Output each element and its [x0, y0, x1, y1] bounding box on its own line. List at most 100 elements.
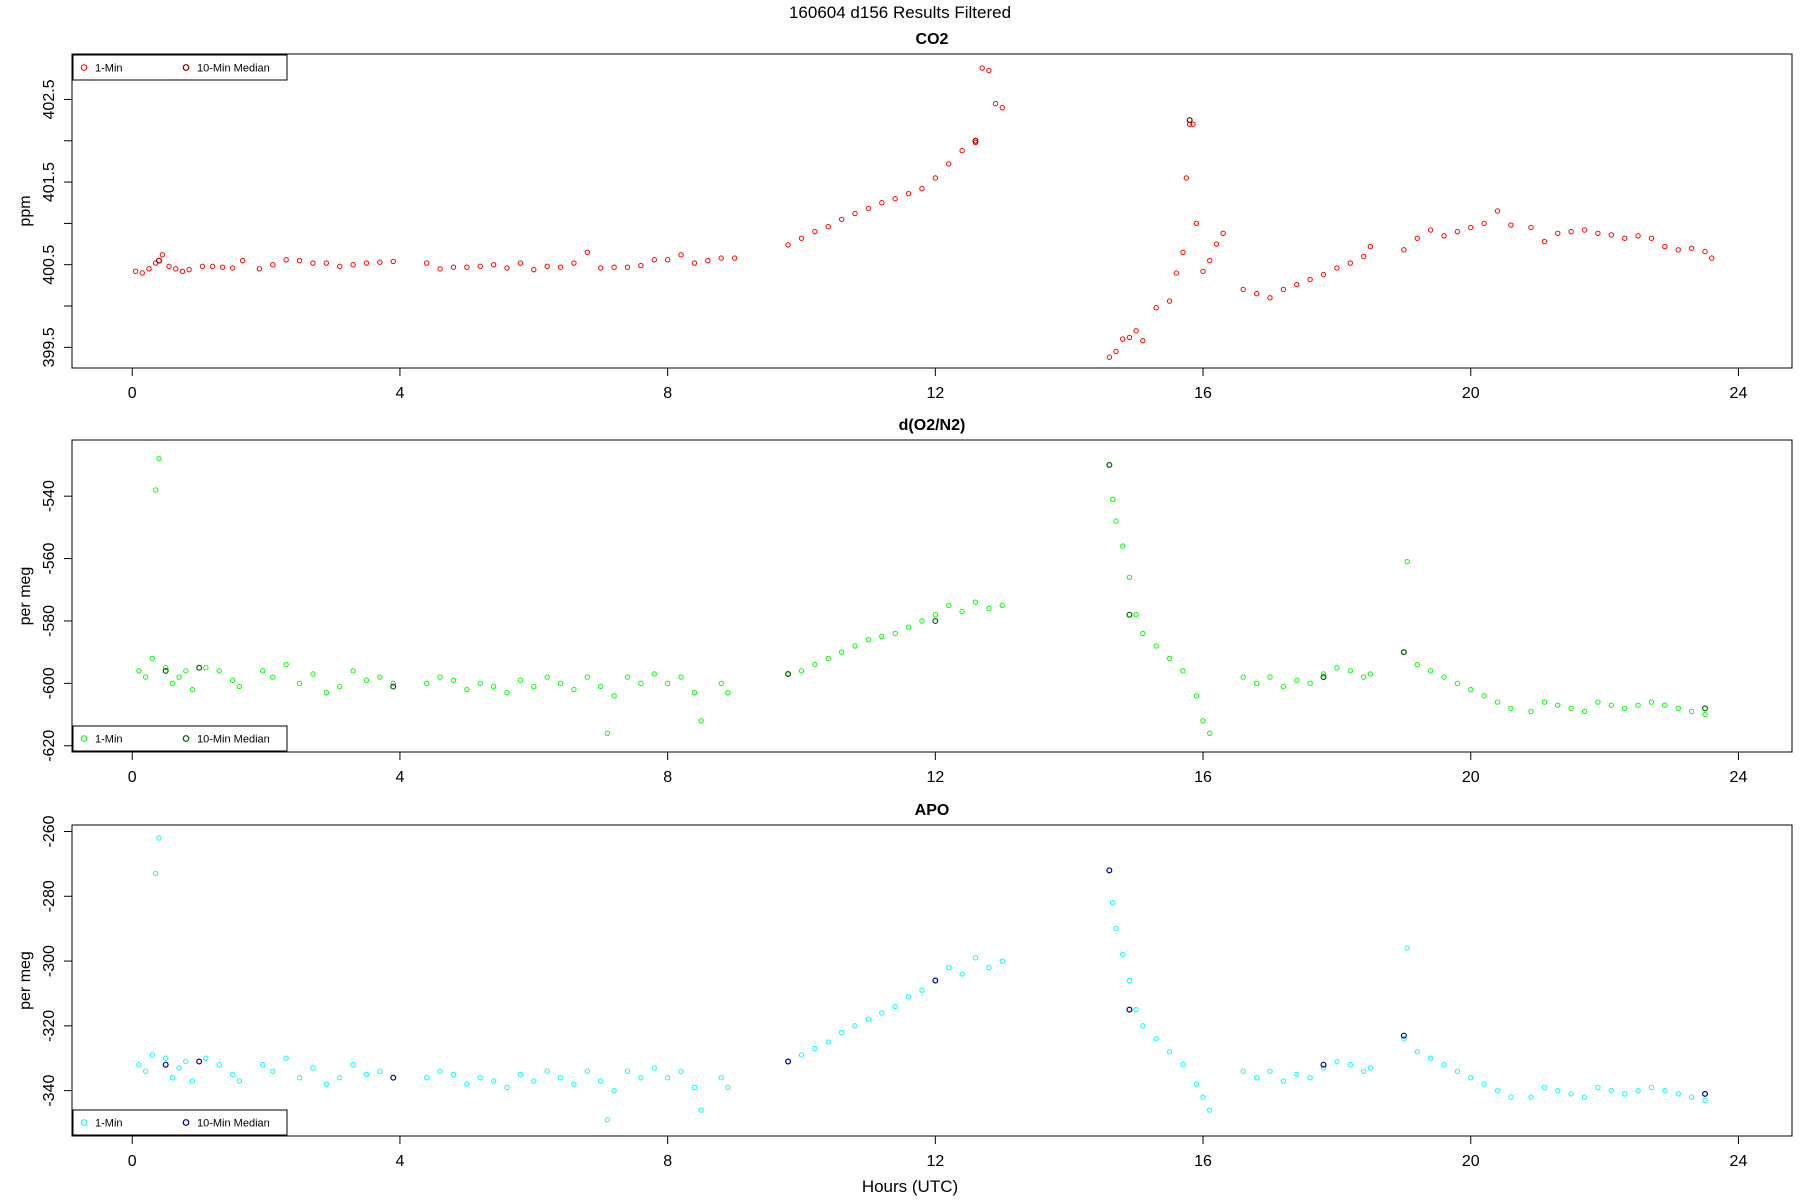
do2n2-x-tick-label: 0 [128, 769, 137, 786]
apo-one-min-point [959, 971, 965, 977]
co2-one-min-point [256, 266, 263, 272]
do2n2-median-point [1106, 461, 1113, 468]
apo-median-point [196, 1058, 203, 1065]
apo-one-min-point [1608, 1087, 1614, 1094]
co2-one-min-point [1468, 224, 1474, 231]
co2-one-min-point [852, 210, 858, 217]
do2n2-one-min-point [946, 602, 952, 609]
apo-legend-one-min-label: 1-Min [95, 1118, 123, 1130]
do2n2-one-min-point [932, 612, 939, 618]
apo-one-min-point [892, 1003, 898, 1010]
do2n2-one-min-point [798, 668, 805, 674]
do2n2-one-min-point [1441, 674, 1447, 680]
apo-one-min-point [638, 1074, 644, 1081]
apo-one-min-point [1334, 1058, 1340, 1065]
apo-one-min-point [1110, 900, 1116, 906]
do2n2-median-points [162, 461, 1708, 712]
apo-one-min-point [1401, 1036, 1407, 1042]
do2n2-title: d(O2/N2) [899, 417, 966, 434]
do2n2-one-min-point [1675, 705, 1681, 712]
apo-one-min-point [1294, 1071, 1300, 1078]
do2n2-legend-box [72, 725, 288, 752]
do2n2-x-tick-label: 4 [395, 769, 404, 786]
do2n2-one-min-point [1320, 671, 1327, 677]
apo-legend: 1-Min 10-Min Median [72, 1109, 288, 1136]
co2-one-min-point [1454, 228, 1461, 235]
apo-one-min-point [152, 870, 159, 877]
co2-one-min-point [1360, 253, 1367, 260]
co2-x-tick-label: 8 [663, 385, 672, 402]
do2n2-one-min-point [571, 686, 577, 693]
apo-x-tick-label: 20 [1462, 1153, 1480, 1170]
do2n2-one-min-point [972, 599, 979, 605]
co2-median-point [1186, 117, 1193, 124]
co2-one-min-point [296, 257, 303, 264]
do2n2-one-min-point [1253, 680, 1260, 687]
co2-one-min-point [209, 263, 216, 270]
apo-one-min-point [1541, 1084, 1548, 1091]
co2-one-min-point [1541, 238, 1548, 245]
apo-one-min-point [1404, 945, 1410, 951]
do2n2-one-min-point [698, 718, 704, 724]
apo-one-min-point [1481, 1081, 1487, 1087]
do2n2-one-min-point [1568, 705, 1574, 712]
do2n2-one-min-point [1494, 699, 1501, 705]
do2n2-one-min-point [450, 677, 457, 683]
co2-one-min-point [1555, 230, 1561, 237]
apo-one-min-point [1133, 1006, 1139, 1013]
do2n2-one-min-point [152, 487, 159, 493]
panels-group: CO2 ppm 0 4 8 12 16 20 24 399.5 400.5 401.5 402.5 1-M… [17, 31, 1793, 1170]
co2-one-min-point [1401, 247, 1407, 253]
co2-one-min-point [879, 200, 885, 206]
do2n2-one-min-point [838, 649, 845, 655]
apo-one-min-point [517, 1071, 524, 1078]
do2n2-one-min-point [1508, 705, 1514, 712]
do2n2-one-min-point [136, 668, 142, 674]
do2n2-one-min-point [1153, 643, 1159, 649]
apo-one-min-point [584, 1068, 591, 1074]
co2-one-min-point [919, 185, 925, 192]
apo-one-min-points [136, 835, 1708, 1123]
do2n2-one-min-point [310, 671, 316, 677]
co2-one-min-point [1126, 334, 1133, 341]
do2n2-one-min-point [1454, 680, 1461, 687]
apo-one-min-point [1508, 1094, 1514, 1100]
do2n2-one-min-point [229, 677, 236, 683]
apo-one-min-point [142, 1068, 149, 1074]
co2-one-min-point [1581, 227, 1588, 233]
co2-one-min-point [504, 265, 510, 271]
apo-one-min-point [1468, 1074, 1474, 1081]
co2-one-min-point [159, 252, 166, 258]
apo-one-min-point [1267, 1068, 1273, 1074]
do2n2-median-point [1320, 674, 1327, 681]
co2-one-min-point [1441, 233, 1447, 239]
do2n2-one-min-point [852, 643, 858, 649]
apo-one-min-point [1166, 1049, 1173, 1055]
apo-one-min-point [604, 1117, 611, 1123]
co2-one-min-point [544, 263, 550, 270]
co2-one-min-point [437, 266, 443, 272]
co2-one-min-point [1183, 175, 1190, 181]
co2-one-min-point [825, 224, 831, 230]
apo-median-point [1400, 1032, 1407, 1039]
co2-one-min-point [1253, 290, 1260, 297]
co2-one-min-point [1688, 245, 1695, 251]
apo-one-min-point [270, 1068, 276, 1074]
do2n2-one-min-point [1120, 543, 1126, 549]
apo-x-tick-label: 24 [1730, 1153, 1748, 1170]
co2-one-min-point [1113, 348, 1119, 355]
apo-one-min-point [504, 1084, 510, 1091]
apo-legend-median-marker [182, 1119, 190, 1126]
co2-one-min-point [1240, 286, 1246, 293]
do2n2-one-min-point [1166, 655, 1173, 662]
co2-one-min-point [1702, 248, 1708, 255]
apo-one-min-point [1126, 977, 1133, 984]
co2-legend: 1-Min 10-Min Median [72, 54, 288, 81]
apo-y-tick-label: -340 [41, 1075, 58, 1107]
apo-one-min-point [149, 1052, 156, 1058]
apo-x-tick-label: 4 [395, 1153, 404, 1170]
co2-one-min-point [186, 266, 192, 273]
apo-one-min-point [651, 1065, 657, 1071]
do2n2-x-tick-label: 12 [926, 769, 944, 786]
